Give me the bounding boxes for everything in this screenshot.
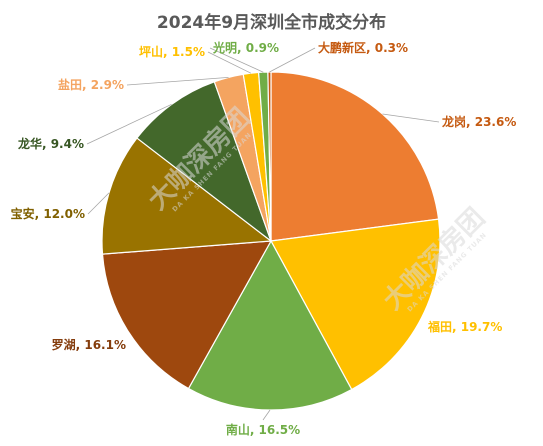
chart-title: 2024年9月深圳全市成交分布 [156,13,387,33]
pie-slice-1 [270,218,441,391]
slice-label-8: 光明, 0.9% [212,40,279,55]
leader-line-0 [382,113,440,123]
slice-label-3: 罗湖, 16.1% [52,337,126,352]
slice-label-0: 龙岗, 23.6% [442,114,516,129]
leader-line-2 [262,409,271,421]
slice-label-7: 坪山, 1.5% [139,44,205,59]
pie-slice-0 [270,71,440,242]
slice-label-2: 南山, 16.5% [226,422,300,437]
leader-line-4 [87,192,110,215]
slice-label-5: 龙华, 9.4% [18,136,84,151]
slice-label-6: 盐田, 2.9% [58,77,124,92]
leader-line-8 [209,47,264,73]
slice-label-9: 大鹏新区, 0.3% [318,40,408,55]
leader-line-7 [207,51,252,74]
pie-slice-9 [267,71,272,242]
leader-line-9 [269,47,316,73]
leader-line-6 [126,77,229,86]
leader-line-5 [86,103,172,145]
pie-slice-3 [101,240,273,390]
slice-label-1: 福田, 19.7% [427,319,502,334]
slice-label-4: 宝安, 12.0% [11,206,85,221]
